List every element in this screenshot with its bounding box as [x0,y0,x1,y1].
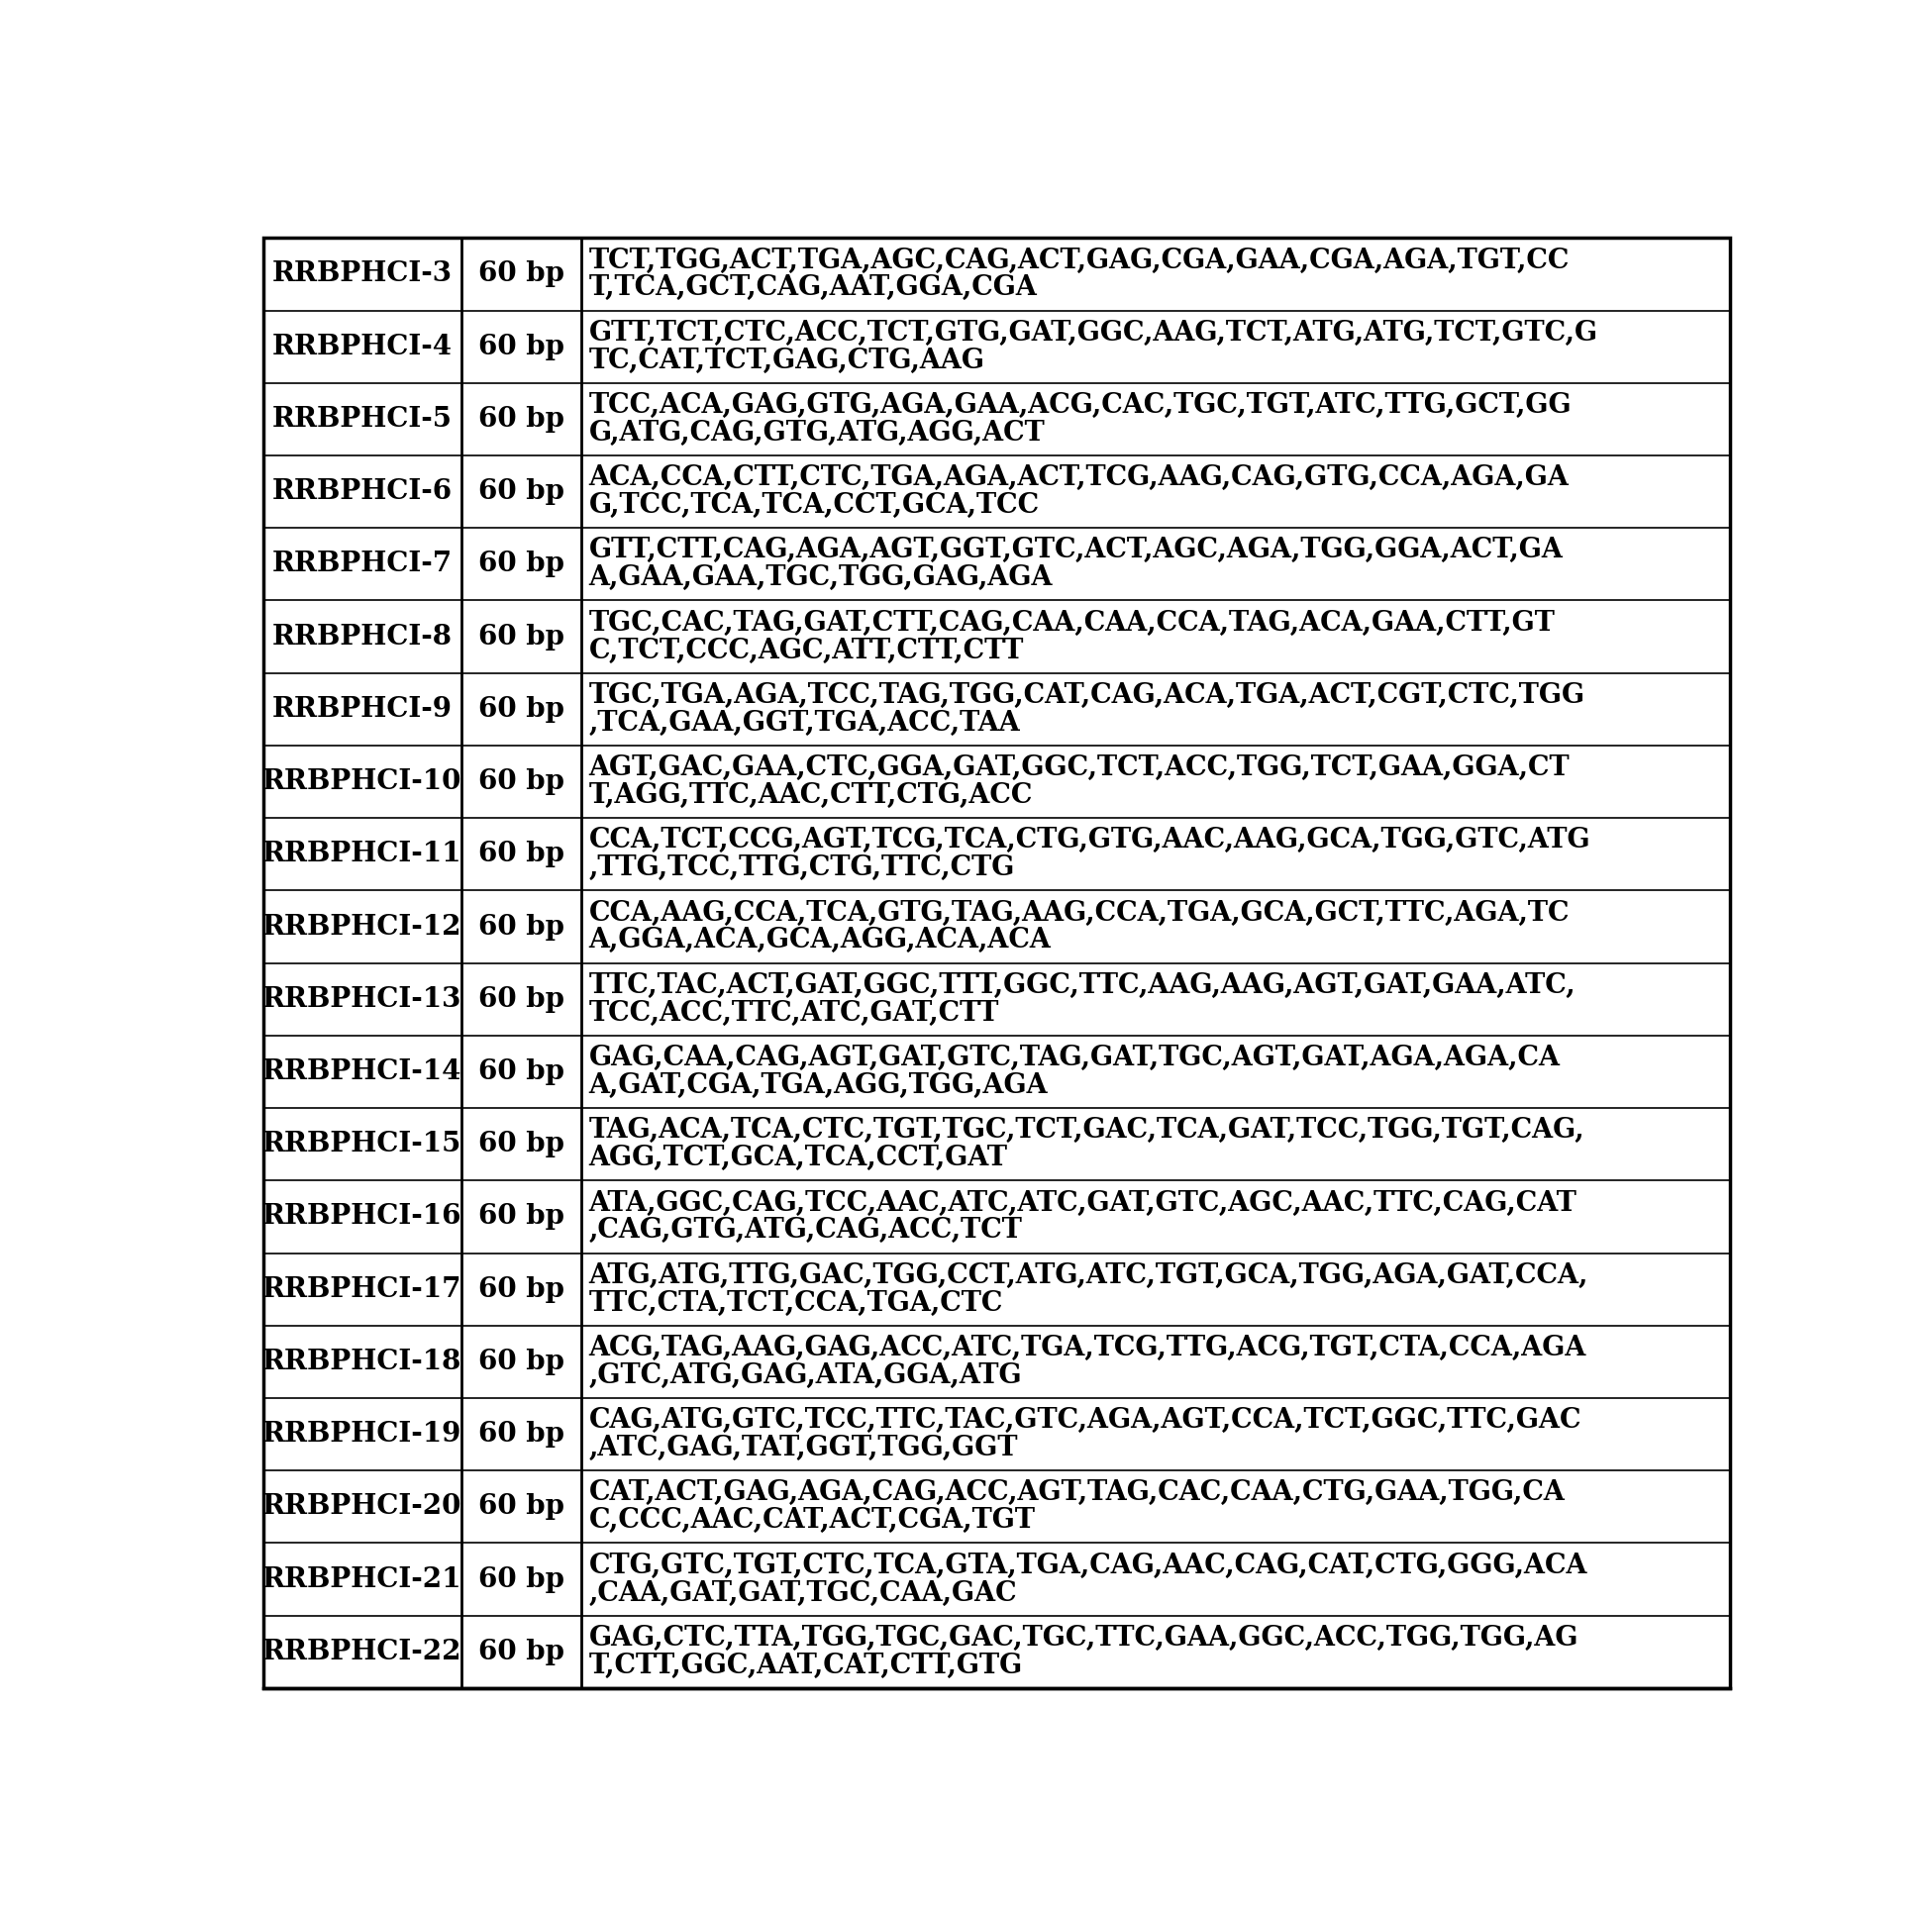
Text: TCT,TGG,ACT,TGA,AGC,CAG,ACT,GAG,CGA,GAA,CGA,AGA,TGT,CC: TCT,TGG,ACT,TGA,AGC,CAG,ACT,GAG,CGA,GAA,… [589,248,1569,275]
Text: 60 bp: 60 bp [477,624,564,650]
Text: G,TCC,TCA,TCA,CCT,GCA,TCC: G,TCC,TCA,TCA,CCT,GCA,TCC [589,492,1039,519]
Text: AGG,TCT,GCA,TCA,CCT,GAT: AGG,TCT,GCA,TCA,CCT,GAT [589,1144,1009,1171]
Text: ,ATC,GAG,TAT,GGT,TGG,GGT: ,ATC,GAG,TAT,GGT,TGG,GGT [589,1434,1018,1461]
Text: 60 bp: 60 bp [477,551,564,578]
Text: TGC,TGA,AGA,TCC,TAG,TGG,CAT,CAG,ACA,TGA,ACT,CGT,CTC,TGG: TGC,TGA,AGA,TCC,TAG,TGG,CAT,CAG,ACA,TGA,… [589,683,1586,709]
Text: RRBPHCI-17: RRBPHCI-17 [263,1276,462,1302]
Text: 60 bp: 60 bp [477,986,564,1013]
Text: RRBPHCI-15: RRBPHCI-15 [263,1131,462,1158]
Text: 60 bp: 60 bp [477,1348,564,1375]
Text: 60 bp: 60 bp [477,261,564,288]
Text: ATG,ATG,TTG,GAC,TGG,CCT,ATG,ATC,TGT,GCA,TGG,AGA,GAT,CCA,: ATG,ATG,TTG,GAC,TGG,CCT,ATG,ATC,TGT,GCA,… [589,1262,1588,1289]
Text: 60 bp: 60 bp [477,406,564,433]
Text: 60 bp: 60 bp [477,769,564,795]
Text: RRBPHCI-14: RRBPHCI-14 [263,1058,462,1085]
Text: ACG,TAG,AAG,GAG,ACC,ATC,TGA,TCG,TTG,ACG,TGT,CTA,CCA,AGA: ACG,TAG,AAG,GAG,ACC,ATC,TGA,TCG,TTG,ACG,… [589,1335,1586,1362]
Text: 60 bp: 60 bp [477,1131,564,1158]
Text: 60 bp: 60 bp [477,1203,564,1230]
Text: 60 bp: 60 bp [477,696,564,723]
Text: GTT,TCT,CTC,ACC,TCT,GTG,GAT,GGC,AAG,TCT,ATG,ATG,TCT,GTC,G: GTT,TCT,CTC,ACC,TCT,GTG,GAT,GGC,AAG,TCT,… [589,320,1598,347]
Text: T,AGG,TTC,AAC,CTT,CTG,ACC: T,AGG,TTC,AAC,CTT,CTG,ACC [589,782,1034,809]
Text: 60 bp: 60 bp [477,841,564,868]
Text: 60 bp: 60 bp [477,1421,564,1447]
Text: T,CTT,GGC,AAT,CAT,CTT,GTG: T,CTT,GGC,AAT,CAT,CTT,GTG [589,1651,1022,1678]
Text: 60 bp: 60 bp [477,1276,564,1302]
Text: GAG,CTC,TTA,TGG,TGC,GAC,TGC,TTC,GAA,GGC,ACC,TGG,TGG,AG: GAG,CTC,TTA,TGG,TGC,GAC,TGC,TTC,GAA,GGC,… [589,1625,1578,1651]
Text: G,ATG,CAG,GTG,ATG,AGG,ACT: G,ATG,CAG,GTG,ATG,AGG,ACT [589,420,1045,446]
Text: CCA,AAG,CCA,TCA,GTG,TAG,AAG,CCA,TGA,GCA,GCT,TTC,AGA,TC: CCA,AAG,CCA,TCA,GTG,TAG,AAG,CCA,TGA,GCA,… [589,900,1571,927]
Text: RRBPHCI-18: RRBPHCI-18 [263,1348,462,1375]
Text: TCC,ACA,GAG,GTG,AGA,GAA,ACG,CAC,TGC,TGT,ATC,TTG,GCT,GG: TCC,ACA,GAG,GTG,AGA,GAA,ACG,CAC,TGC,TGT,… [589,393,1573,420]
Text: TCC,ACC,TTC,ATC,GAT,CTT: TCC,ACC,TTC,ATC,GAT,CTT [589,999,999,1026]
Text: ,CAG,GTG,ATG,CAG,ACC,TCT: ,CAG,GTG,ATG,CAG,ACC,TCT [589,1217,1022,1243]
Text: ACA,CCA,CTT,CTC,TGA,AGA,ACT,TCG,AAG,CAG,GTG,CCA,AGA,GA: ACA,CCA,CTT,CTC,TGA,AGA,ACT,TCG,AAG,CAG,… [589,465,1569,492]
Text: ,GTC,ATG,GAG,ATA,GGA,ATG: ,GTC,ATG,GAG,ATA,GGA,ATG [589,1362,1022,1388]
Text: ATA,GGC,CAG,TCC,AAC,ATC,ATC,GAT,GTC,AGC,AAC,TTC,CAG,CAT: ATA,GGC,CAG,TCC,AAC,ATC,ATC,GAT,GTC,AGC,… [589,1190,1577,1217]
Text: RRBPHCI-13: RRBPHCI-13 [263,986,462,1013]
Text: CCA,TCT,CCG,AGT,TCG,TCA,CTG,GTG,AAC,AAG,GCA,TGG,GTC,ATG: CCA,TCT,CCG,AGT,TCG,TCA,CTG,GTG,AAC,AAG,… [589,828,1590,854]
Text: RRBPHCI-9: RRBPHCI-9 [272,696,452,723]
Text: CAG,ATG,GTC,TCC,TTC,TAC,GTC,AGA,AGT,CCA,TCT,GGC,TTC,GAC: CAG,ATG,GTC,TCC,TTC,TAC,GTC,AGA,AGT,CCA,… [589,1407,1582,1434]
Text: TTC,CTA,TCT,CCA,TGA,CTC: TTC,CTA,TCT,CCA,TGA,CTC [589,1289,1003,1316]
Text: RRBPHCI-8: RRBPHCI-8 [272,624,452,650]
Text: A,GGA,ACA,GCA,AGG,ACA,ACA: A,GGA,ACA,GCA,AGG,ACA,ACA [589,927,1051,954]
Text: 60 bp: 60 bp [477,1493,564,1520]
Text: RRBPHCI-4: RRBPHCI-4 [272,334,452,360]
Text: RRBPHCI-16: RRBPHCI-16 [263,1203,462,1230]
Text: A,GAT,CGA,TGA,AGG,TGG,AGA: A,GAT,CGA,TGA,AGG,TGG,AGA [589,1072,1047,1098]
Text: RRBPHCI-12: RRBPHCI-12 [263,913,462,940]
Text: RRBPHCI-19: RRBPHCI-19 [263,1421,462,1447]
Text: 60 bp: 60 bp [477,913,564,940]
Text: C,TCT,CCC,AGC,ATT,CTT,CTT: C,TCT,CCC,AGC,ATT,CTT,CTT [589,637,1024,664]
Text: CTG,GTC,TGT,CTC,TCA,GTA,TGA,CAG,AAC,CAG,CAT,CTG,GGG,ACA: CTG,GTC,TGT,CTC,TCA,GTA,TGA,CAG,AAC,CAG,… [589,1552,1588,1579]
Text: TTC,TAC,ACT,GAT,GGC,TTT,GGC,TTC,AAG,AAG,AGT,GAT,GAA,ATC,: TTC,TAC,ACT,GAT,GGC,TTT,GGC,TTC,AAG,AAG,… [589,973,1577,999]
Text: 60 bp: 60 bp [477,334,564,360]
Text: ,CAA,GAT,GAT,TGC,CAA,GAC: ,CAA,GAT,GAT,TGC,CAA,GAC [589,1579,1018,1606]
Text: 60 bp: 60 bp [477,1638,564,1665]
Text: GTT,CTT,CAG,AGA,AGT,GGT,GTC,ACT,AGC,AGA,TGG,GGA,ACT,GA: GTT,CTT,CAG,AGA,AGT,GGT,GTC,ACT,AGC,AGA,… [589,538,1563,564]
Text: ,TTG,TCC,TTG,CTG,TTC,CTG: ,TTG,TCC,TTG,CTG,TTC,CTG [589,854,1014,881]
Text: TC,CAT,TCT,GAG,CTG,AAG: TC,CAT,TCT,GAG,CTG,AAG [589,347,985,374]
Text: RRBPHCI-5: RRBPHCI-5 [272,406,452,433]
Text: RRBPHCI-6: RRBPHCI-6 [272,479,452,505]
Text: RRBPHCI-7: RRBPHCI-7 [272,551,452,578]
Text: 60 bp: 60 bp [477,1566,564,1592]
Text: RRBPHCI-21: RRBPHCI-21 [263,1566,462,1592]
Text: GAG,CAA,CAG,AGT,GAT,GTC,TAG,GAT,TGC,AGT,GAT,AGA,AGA,CA: GAG,CAA,CAG,AGT,GAT,GTC,TAG,GAT,TGC,AGT,… [589,1045,1561,1072]
Text: RRBPHCI-3: RRBPHCI-3 [272,261,452,288]
Text: A,GAA,GAA,TGC,TGG,GAG,AGA: A,GAA,GAA,TGC,TGG,GAG,AGA [589,564,1053,591]
Text: 60 bp: 60 bp [477,1058,564,1085]
Text: TGC,CAC,TAG,GAT,CTT,CAG,CAA,CAA,CCA,TAG,ACA,GAA,CTT,GT: TGC,CAC,TAG,GAT,CTT,CAG,CAA,CAA,CCA,TAG,… [589,610,1555,637]
Text: RRBPHCI-10: RRBPHCI-10 [263,769,462,795]
Text: AGT,GAC,GAA,CTC,GGA,GAT,GGC,TCT,ACC,TGG,TCT,GAA,GGA,CT: AGT,GAC,GAA,CTC,GGA,GAT,GGC,TCT,ACC,TGG,… [589,755,1571,782]
Text: C,CCC,AAC,CAT,ACT,CGA,TGT: C,CCC,AAC,CAT,ACT,CGA,TGT [589,1507,1036,1533]
Text: RRBPHCI-20: RRBPHCI-20 [263,1493,462,1520]
Text: RRBPHCI-22: RRBPHCI-22 [263,1638,462,1665]
Text: 60 bp: 60 bp [477,479,564,505]
Text: RRBPHCI-11: RRBPHCI-11 [263,841,462,868]
Text: TAG,ACA,TCA,CTC,TGT,TGC,TCT,GAC,TCA,GAT,TCC,TGG,TGT,CAG,: TAG,ACA,TCA,CTC,TGT,TGC,TCT,GAC,TCA,GAT,… [589,1118,1584,1144]
Text: ,TCA,GAA,GGT,TGA,ACC,TAA: ,TCA,GAA,GGT,TGA,ACC,TAA [589,709,1020,736]
Text: T,TCA,GCT,CAG,AAT,GGA,CGA: T,TCA,GCT,CAG,AAT,GGA,CGA [589,275,1037,301]
Text: CAT,ACT,GAG,AGA,CAG,ACC,AGT,TAG,CAC,CAA,CTG,GAA,TGG,CA: CAT,ACT,GAG,AGA,CAG,ACC,AGT,TAG,CAC,CAA,… [589,1480,1565,1507]
